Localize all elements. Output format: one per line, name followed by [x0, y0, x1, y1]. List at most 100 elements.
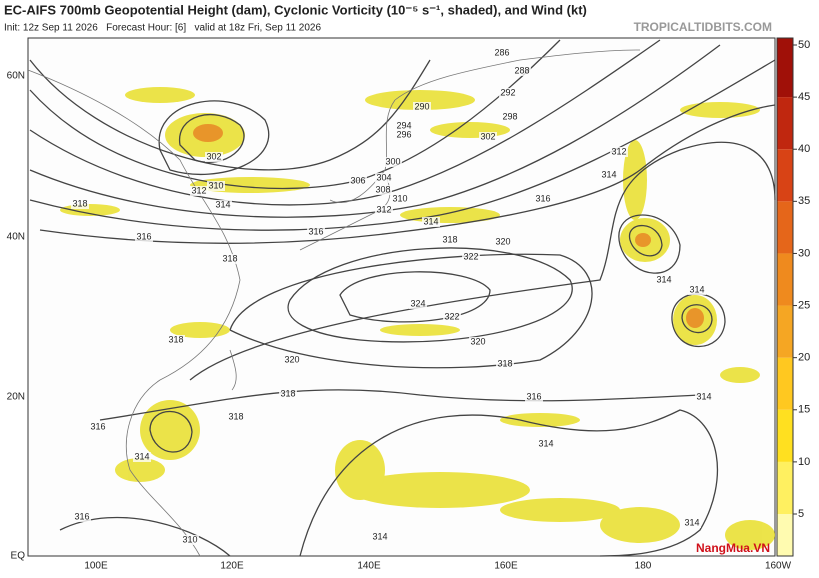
- contour-label-bg: [688, 285, 706, 295]
- contour-label-bg: [349, 176, 367, 186]
- source: TROPICALTIDBITS.COM: [634, 20, 772, 34]
- contour-label-bg: [462, 252, 480, 262]
- colorbar-segment: [777, 357, 793, 410]
- contour-label-bg: [501, 112, 519, 122]
- contour-label: 316: [526, 391, 541, 401]
- contour-label: 312: [376, 204, 391, 214]
- contour-label-bg: [413, 102, 431, 112]
- contour-label: 304: [376, 172, 391, 182]
- contour-label-bg: [207, 181, 225, 191]
- contour-label: 290: [414, 101, 429, 111]
- contour-label: 308: [375, 184, 390, 194]
- contour-label: 320: [495, 236, 510, 246]
- contour-label-bg: [227, 412, 245, 422]
- lon-label: 120E: [220, 561, 244, 572]
- contour-label-bg: [494, 237, 512, 247]
- contour-label: 314: [689, 284, 704, 294]
- colorbar-segment: [777, 149, 793, 202]
- contour-label-bg: [307, 227, 325, 237]
- contour-label-bg: [537, 439, 555, 449]
- contour-label-bg: [610, 147, 628, 157]
- contour-label: 300: [385, 156, 400, 166]
- contour-label: 292: [500, 87, 515, 97]
- contour-label: 316: [535, 193, 550, 203]
- lat-label: 60N: [7, 71, 25, 82]
- contour-label: 314: [696, 391, 711, 401]
- colorbar-segment: [777, 409, 793, 462]
- contour-label-bg: [499, 88, 517, 98]
- colorbar-segment: [777, 514, 793, 556]
- colorbar-tick-label: 20: [798, 352, 810, 364]
- contour-label-bg: [391, 194, 409, 204]
- contour-label-bg: [384, 157, 402, 167]
- contour-label-bg: [469, 337, 487, 347]
- contour-label-bg: [181, 535, 199, 545]
- contour-label-bg: [600, 170, 618, 180]
- contour-label: 314: [372, 531, 387, 541]
- lon-label: 180: [635, 561, 652, 572]
- contour-label: 314: [134, 451, 149, 461]
- contour-label: 318: [442, 234, 457, 244]
- contour-label: 306: [350, 175, 365, 185]
- lon-label: 160W: [765, 561, 792, 572]
- contour-label: 322: [444, 311, 459, 321]
- logo: NangMua.VN: [696, 541, 770, 555]
- contour-label: 318: [228, 411, 243, 421]
- contour-label: 322: [463, 251, 478, 261]
- contour-label-bg: [683, 518, 701, 528]
- lon-label: 100E: [84, 561, 108, 572]
- contour-label: 318: [222, 253, 237, 263]
- contour-label: 316: [74, 511, 89, 521]
- contour-label-bg: [73, 512, 91, 522]
- contour-label-bg: [71, 199, 89, 209]
- contour-label-bg: [479, 132, 497, 142]
- contour-label-bg: [135, 232, 153, 242]
- colorbar-top: [777, 38, 793, 45]
- contour-label-bg: [375, 173, 393, 183]
- contour-label-bg: [221, 254, 239, 264]
- contour-label: 310: [182, 534, 197, 544]
- contour-label-bg: [190, 186, 208, 196]
- colorbar-tick-label: 10: [798, 456, 810, 468]
- contour-label-bg: [443, 312, 461, 322]
- contour-label-bg: [395, 130, 413, 140]
- contour-label: 316: [308, 226, 323, 236]
- vorticity-core: [193, 124, 704, 328]
- contour-label: 286: [494, 47, 509, 57]
- contour-label: 288: [514, 65, 529, 75]
- colorbar-tick-label: 50: [798, 39, 810, 51]
- contour-label-bg: [371, 532, 389, 542]
- contour-label: 302: [206, 151, 221, 161]
- contours: [29, 39, 776, 557]
- contour-label-bg: [395, 121, 413, 131]
- contour-label-bg: [205, 152, 223, 162]
- colorbar-tick-label: 30: [798, 247, 810, 259]
- contour-label: 296: [396, 129, 411, 139]
- lat-label: EQ: [11, 551, 26, 562]
- contour-label-bg: [441, 235, 459, 245]
- contour-label-bg: [655, 275, 673, 285]
- contour-label-bg: [513, 66, 531, 76]
- contour-label: 314: [684, 517, 699, 527]
- title: EC-AIFS 700mb Geopotential Height (dam),…: [4, 2, 587, 17]
- contour-label: 324: [410, 298, 425, 308]
- contour-label: 314: [215, 199, 230, 209]
- contour-label: 314: [538, 438, 553, 448]
- contour-label: 320: [470, 336, 485, 346]
- contour-label-bg: [167, 335, 185, 345]
- contour-label-bg: [133, 452, 151, 462]
- contour-label: 318: [168, 334, 183, 344]
- colorbar-segment: [777, 461, 793, 514]
- contour-label-bg: [89, 422, 107, 432]
- contour-label: 318: [497, 358, 512, 368]
- colorbar-segment: [777, 305, 793, 358]
- contour-label: 316: [90, 421, 105, 431]
- contour-label: 312: [611, 146, 626, 156]
- contour-label: 318: [280, 388, 295, 398]
- contour-label: 294: [396, 120, 411, 130]
- lon-label: 160E: [494, 561, 518, 572]
- contour-label-bg: [283, 355, 301, 365]
- lat-label: 20N: [7, 392, 25, 403]
- contour-label-bg: [374, 185, 392, 195]
